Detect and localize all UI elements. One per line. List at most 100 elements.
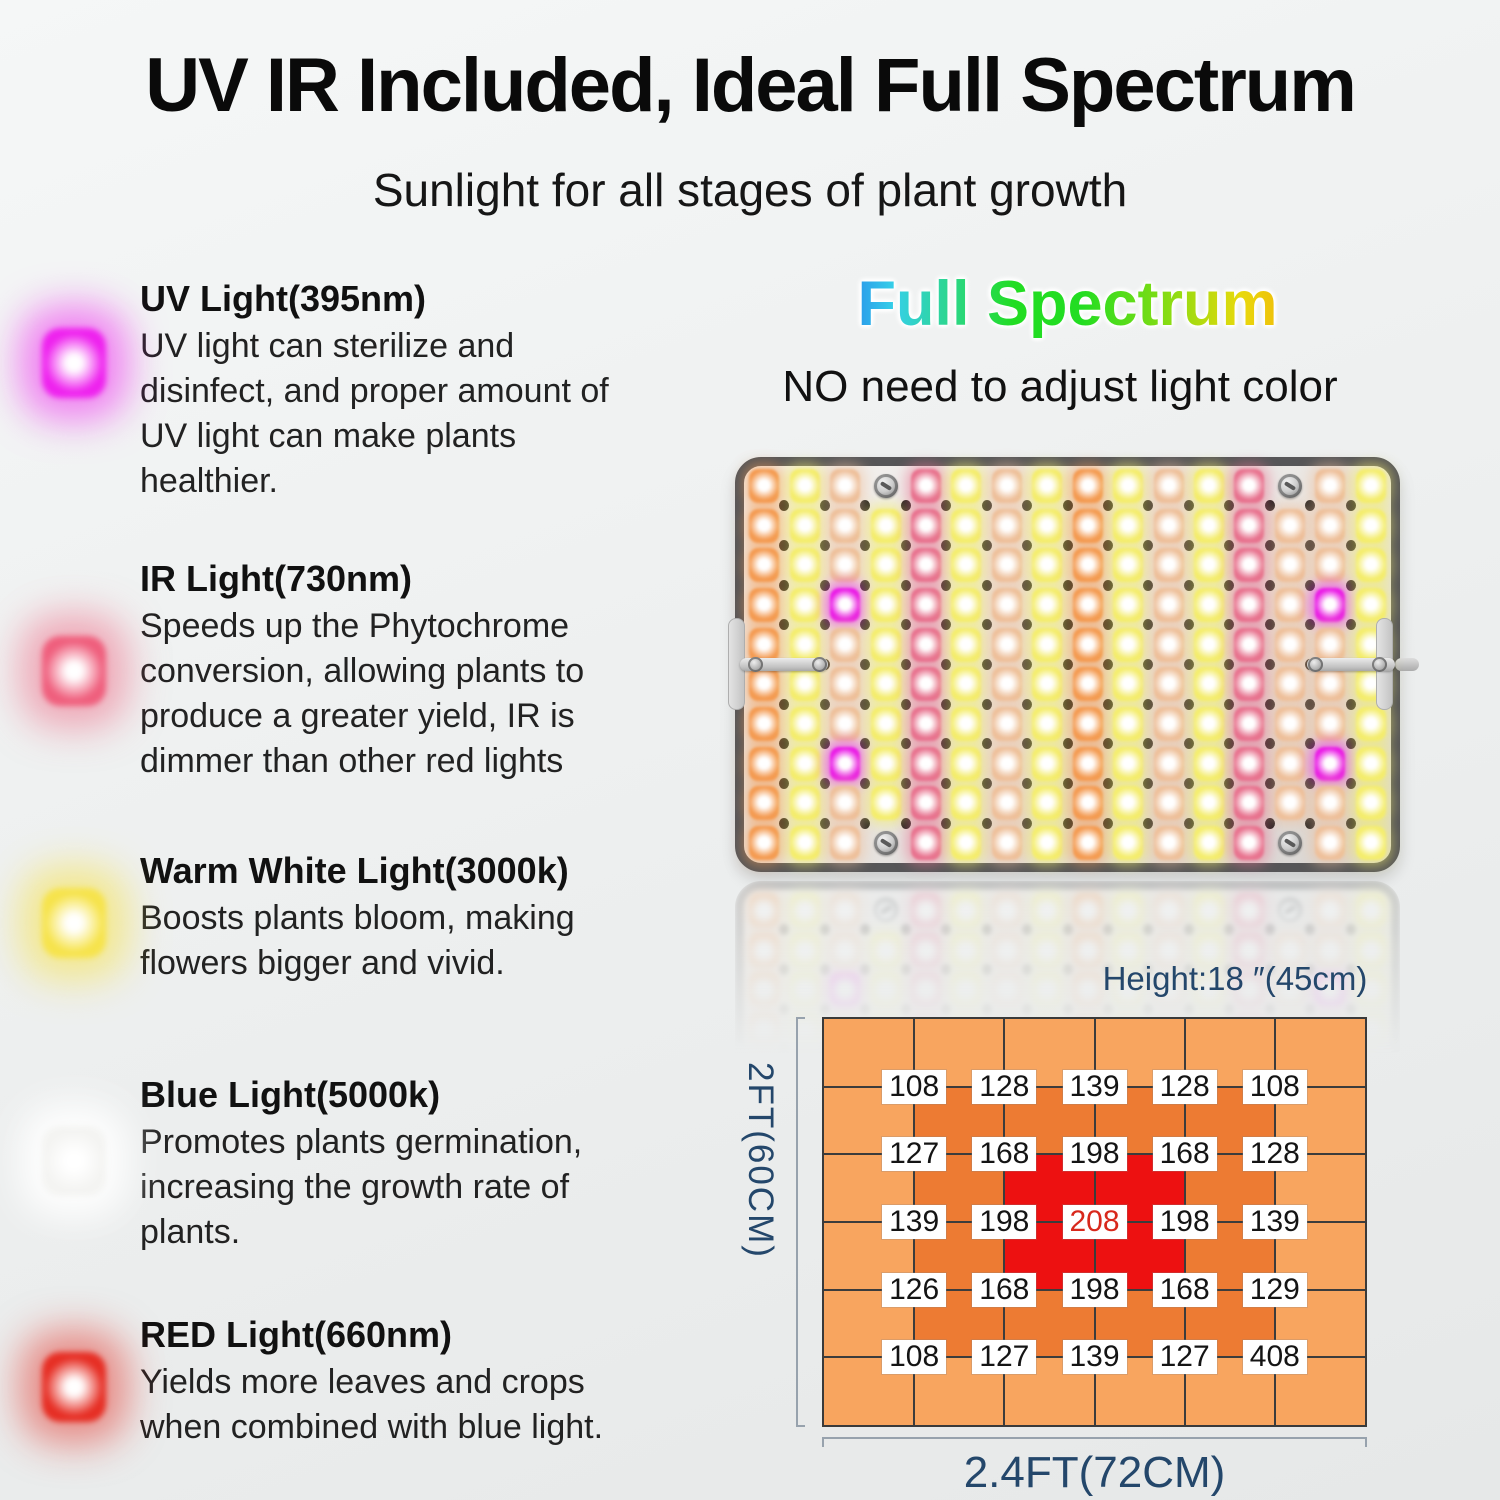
- screw-icon: [1277, 897, 1302, 922]
- heatmap-x-axis-label: 2.4FT(72CM): [963, 1448, 1226, 1497]
- vent-hole: [1022, 698, 1033, 710]
- vent-hole: [941, 738, 952, 750]
- led-light: [1032, 786, 1063, 821]
- led-light: [749, 826, 780, 861]
- vent-hole: [1264, 817, 1275, 829]
- heatmap-value: 198: [1062, 1137, 1127, 1172]
- heatmap-value: 139: [1062, 1340, 1127, 1375]
- light-item-title: IR Light(730nm): [140, 558, 413, 599]
- vent-hole: [981, 924, 992, 936]
- vent-hole: [860, 619, 871, 631]
- screw-icon: [873, 897, 898, 922]
- led-light: [870, 627, 901, 662]
- led-light: [1032, 548, 1063, 583]
- vent-hole: [1022, 539, 1033, 551]
- heatmap-value: 198: [972, 1205, 1037, 1239]
- light-item-title: Blue Light(5000k): [140, 1074, 441, 1115]
- hanging-bracket-right-pin: [1395, 1082, 1419, 1095]
- led-light: [830, 892, 861, 927]
- led-light: [991, 627, 1022, 662]
- vent-hole: [1345, 579, 1356, 591]
- led-light: [1032, 892, 1063, 927]
- led-light: [1194, 548, 1225, 583]
- vent-hole: [900, 778, 911, 790]
- heatmap-value: 128: [1152, 1069, 1217, 1104]
- vent-hole: [1345, 539, 1356, 551]
- screw-icon: [1277, 831, 1302, 856]
- vent-hole: [1305, 619, 1316, 631]
- led-light: [830, 627, 861, 662]
- led-light: [910, 972, 941, 1007]
- led-light: [1355, 548, 1386, 583]
- vent-hole: [819, 963, 830, 975]
- led-light: [830, 468, 861, 503]
- heatmap-value: 208: [1062, 1205, 1127, 1239]
- vent-hole: [1143, 500, 1154, 512]
- vent-hole: [1264, 698, 1275, 710]
- led-light: [789, 972, 820, 1007]
- heatmap-value: 168: [972, 1137, 1037, 1172]
- vent-hole: [1062, 1003, 1073, 1015]
- vent-hole: [1345, 778, 1356, 790]
- vent-hole: [1022, 619, 1033, 631]
- vent-hole: [1345, 924, 1356, 936]
- led-light: [1234, 468, 1265, 503]
- vent-hole: [779, 1241, 790, 1253]
- vent-hole: [1345, 619, 1356, 631]
- vent-hole: [779, 539, 790, 551]
- led-light: [951, 826, 982, 861]
- vent-hole: [1102, 579, 1113, 591]
- led-light: [1315, 746, 1346, 781]
- vent-hole: [1183, 817, 1194, 829]
- uv-led-icon: [42, 328, 106, 398]
- vent-hole: [860, 698, 871, 710]
- vent-hole: [1264, 778, 1275, 790]
- vent-hole: [941, 500, 952, 512]
- vent-hole: [779, 698, 790, 710]
- led-light: [870, 786, 901, 821]
- led-light: [910, 667, 941, 702]
- led-light: [1355, 468, 1386, 503]
- led-light: [991, 508, 1022, 543]
- led-light: [1355, 508, 1386, 543]
- vent-hole: [819, 579, 830, 591]
- vent-hole: [860, 778, 871, 790]
- led-light: [749, 587, 780, 622]
- vent-hole: [1062, 778, 1073, 790]
- led-light: [1153, 707, 1184, 742]
- led-light: [1072, 548, 1103, 583]
- led-light: [1194, 786, 1225, 821]
- led-light: [830, 548, 861, 583]
- vent-hole: [860, 817, 871, 829]
- vent-hole: [779, 963, 790, 975]
- vent-hole: [1102, 619, 1113, 631]
- height-label: Height:18 ″(45cm): [1102, 960, 1368, 997]
- led-light: [1072, 746, 1103, 781]
- heatmap-value: 198: [1062, 1272, 1127, 1307]
- led-light: [1355, 826, 1386, 861]
- heatmap-value: 127: [972, 1340, 1037, 1375]
- led-light: [1274, 548, 1305, 583]
- vent-hole: [1102, 500, 1113, 512]
- full-spectrum-headline: Full Spectrum: [735, 268, 1400, 340]
- led-light: [991, 548, 1022, 583]
- vent-hole: [900, 500, 911, 512]
- led-light: [749, 707, 780, 742]
- vent-hole: [941, 659, 952, 670]
- vent-hole: [779, 1122, 790, 1134]
- led-light: [1355, 786, 1386, 821]
- ppfd-heatmap: 108 128 139 128 108 127 168 198 168 128 139 198 208 1…: [822, 1017, 1367, 1427]
- vent-hole: [1345, 500, 1356, 512]
- led-light: [1032, 587, 1063, 622]
- vent-hole: [941, 619, 952, 631]
- vent-hole: [819, 778, 830, 790]
- heatmap-value: 168: [1152, 1137, 1217, 1172]
- heatmap-value: 126: [882, 1272, 947, 1307]
- vent-hole: [1224, 659, 1235, 670]
- vent-hole: [941, 579, 952, 591]
- led-light: [1072, 587, 1103, 622]
- led-light: [789, 468, 820, 503]
- led-light: [991, 468, 1022, 503]
- led-light: [1032, 508, 1063, 543]
- heatmap-value: 127: [1152, 1340, 1217, 1375]
